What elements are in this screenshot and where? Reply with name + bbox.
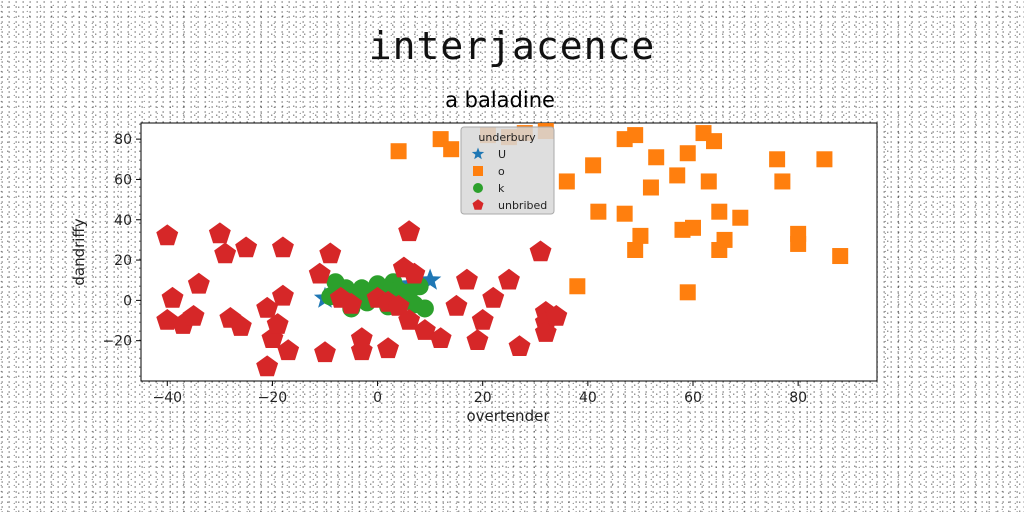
x-axis: −40 −20 0 20 40 60 80 — [153, 381, 807, 406]
legend-pentagon-icon — [472, 199, 484, 210]
point-square-29 — [732, 209, 749, 226]
point-pentagon-2 — [156, 309, 179, 330]
point-pentagon-36 — [456, 268, 478, 290]
y-axis: −20 0 20 40 60 80 — [102, 132, 141, 350]
legend-label: U — [498, 148, 506, 161]
point-square-20 — [679, 284, 696, 301]
x-tick-label: −40 — [153, 390, 183, 406]
legend-square-icon — [473, 166, 483, 176]
x-tick-label: 80 — [789, 390, 807, 406]
point-square-2 — [443, 141, 460, 158]
point-pentagon-39 — [482, 286, 505, 308]
point-square-15 — [632, 227, 649, 244]
y-tick-label: −20 — [102, 334, 132, 350]
legend-box — [460, 126, 555, 215]
point-pentagon-6 — [208, 222, 231, 244]
point-pentagon-12 — [256, 296, 279, 318]
point-square-18 — [669, 167, 686, 184]
point-square-14 — [627, 241, 644, 258]
point-square-17 — [648, 149, 665, 166]
point-pentagon-22 — [340, 292, 363, 314]
point-pentagon-41 — [508, 335, 531, 356]
x-tick-label: 20 — [474, 390, 492, 406]
point-pentagon-17 — [277, 339, 300, 361]
point-square-25 — [706, 133, 723, 150]
point-pentagon-42 — [529, 240, 552, 262]
point-square-33 — [790, 235, 807, 252]
point-square-21 — [685, 219, 701, 236]
point-pentagon-18 — [308, 262, 331, 284]
legend-label: o — [498, 165, 505, 178]
point-pentagon-20 — [319, 242, 342, 264]
x-tick-label: 0 — [373, 390, 382, 406]
point-pentagon-27 — [377, 337, 399, 359]
x-tick-label: 40 — [579, 390, 597, 406]
point-pentagon-19 — [314, 341, 336, 363]
point-square-11 — [616, 205, 633, 222]
y-tick-label: 60 — [114, 172, 132, 188]
point-pentagon-45 — [534, 321, 557, 342]
point-pentagon-10 — [235, 236, 258, 258]
point-pentagon-23 — [350, 327, 373, 348]
point-pentagon-37 — [466, 329, 489, 350]
y-tick-label: 0 — [123, 293, 132, 309]
chart-title: a baladine — [445, 88, 555, 112]
y-tick-label: 40 — [114, 213, 132, 229]
point-pentagon-11 — [256, 355, 279, 377]
legend-star-icon — [471, 147, 485, 160]
point-square-7 — [558, 173, 575, 190]
point-pentagon-46 — [545, 305, 568, 326]
point-square-35 — [832, 248, 849, 265]
point-square-16 — [642, 179, 659, 196]
point-square-8 — [569, 278, 586, 295]
point-square-30 — [769, 151, 786, 168]
point-square-31 — [774, 173, 791, 190]
point-pentagon-14 — [266, 313, 289, 334]
x-tick-label: −20 — [258, 390, 288, 406]
point-pentagon-16 — [272, 284, 294, 306]
point-circle-16 — [415, 299, 434, 318]
y-tick-label: 20 — [114, 253, 132, 269]
legend: underbury Uok unbribed — [460, 126, 555, 215]
legend-title: underbury — [478, 131, 536, 144]
point-pentagon-28 — [387, 294, 410, 316]
point-pentagon-4 — [182, 305, 205, 326]
legend-label: k — [498, 182, 505, 195]
point-pentagon-34 — [429, 327, 452, 348]
point-pentagon-7 — [214, 242, 237, 264]
point-pentagon-32 — [403, 262, 426, 284]
point-star-5 — [419, 268, 442, 290]
point-square-13 — [627, 127, 644, 144]
point-pentagon-38 — [471, 309, 494, 330]
y-axis-label: dandriffy — [70, 218, 88, 285]
point-pentagon-15 — [272, 236, 294, 258]
point-pentagon-31 — [398, 309, 421, 330]
point-square-27 — [711, 203, 728, 220]
point-pentagon-35 — [445, 294, 468, 316]
x-axis-label: overtender — [467, 407, 551, 425]
point-square-34 — [816, 151, 833, 168]
x-tick-label: 60 — [684, 390, 702, 406]
y-tick-label: 80 — [114, 132, 132, 148]
point-pentagon-1 — [161, 286, 184, 308]
point-pentagon-30 — [398, 220, 421, 242]
legend-label: unbribed — [498, 199, 547, 212]
point-square-0 — [390, 143, 407, 160]
point-square-24 — [700, 173, 717, 190]
point-square-10 — [590, 203, 607, 220]
legend-circle-icon — [473, 183, 483, 193]
legend-items: Uok unbribed — [471, 147, 547, 212]
point-pentagon-5 — [187, 272, 210, 294]
point-pentagon-40 — [498, 268, 520, 290]
point-pentagon-24 — [350, 339, 373, 361]
point-pentagon-9 — [229, 315, 252, 336]
point-square-22 — [679, 145, 696, 162]
point-pentagon-0 — [156, 224, 179, 246]
point-square-9 — [585, 157, 602, 174]
page-title: interjacence — [368, 24, 656, 68]
point-square-28 — [716, 231, 733, 248]
